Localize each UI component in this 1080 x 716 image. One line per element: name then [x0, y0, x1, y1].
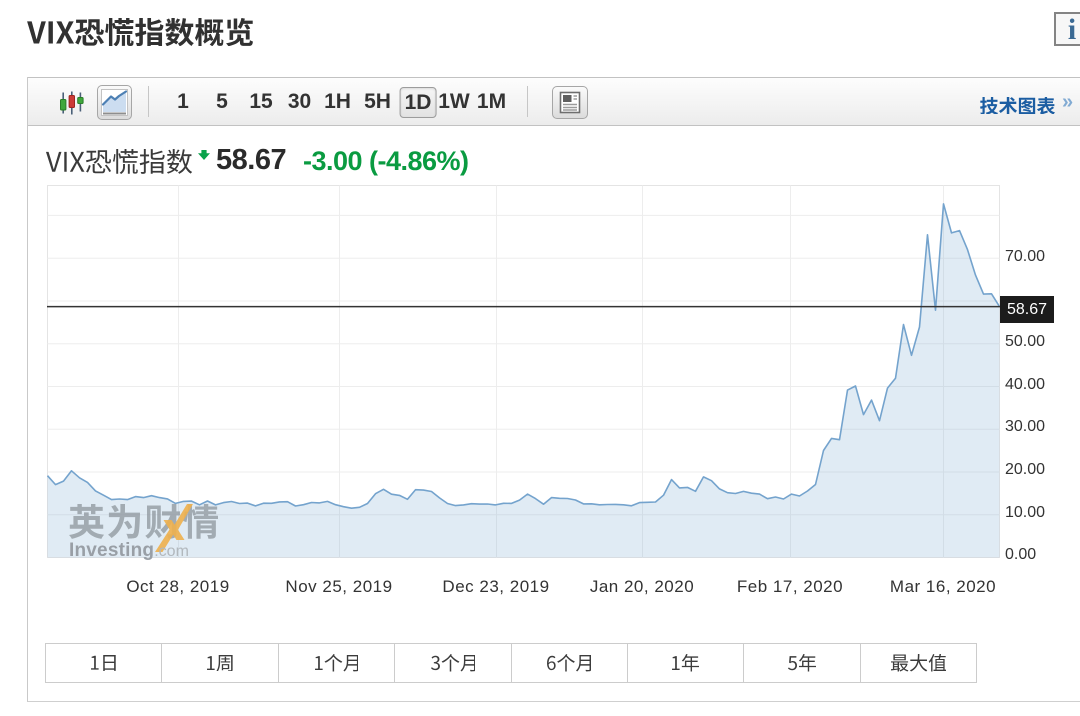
last-price: 58.67	[216, 144, 287, 176]
y-axis-label: 70.00	[1005, 248, 1046, 265]
range-button-label-glyph	[91, 655, 117, 671]
price-change: -3.00	[303, 146, 363, 176]
watermark: 英为财情 Investing.com	[69, 504, 329, 561]
watermark-orange-mark	[155, 504, 193, 552]
timeframe-button-30[interactable]: 30	[287, 90, 312, 113]
range-button-label-glyph	[890, 654, 946, 672]
toolbar-divider	[527, 86, 528, 117]
y-axis-label: 30.00	[1005, 418, 1046, 435]
timeframe-button-1h[interactable]: 1H	[324, 90, 351, 113]
range-button-6[interactable]: 5年	[743, 644, 860, 682]
watermark-cjk-glyphs	[69, 504, 219, 539]
range-button-3[interactable]: 3个月	[394, 644, 511, 682]
toolbar-divider	[148, 86, 149, 117]
timeframe-button-1w[interactable]: 1W	[438, 90, 470, 113]
y-axis-label: 0.00	[1005, 546, 1037, 563]
page-title-glyphs	[27, 18, 253, 47]
area-chart-type-button[interactable]	[97, 85, 132, 120]
range-button-5[interactable]: 1年	[626, 644, 744, 682]
range-button-2[interactable]: 1个月	[277, 644, 395, 682]
x-axis-label: Mar 16, 2020	[889, 576, 997, 596]
area-chart-icon	[101, 89, 128, 116]
timeframe-button-15[interactable]: 15	[249, 90, 273, 113]
x-axis-label: Feb 17, 2020	[736, 576, 844, 596]
price-change-percent: (-4.86%)	[369, 146, 469, 176]
timeframe-button-5[interactable]: 5	[216, 90, 228, 113]
timeframe-button-1d[interactable]: 1D	[399, 87, 437, 118]
range-button-label-glyph	[314, 654, 359, 672]
timeframe-button-1m[interactable]: 1M	[476, 90, 507, 113]
range-button-label-glyph	[547, 654, 592, 672]
news-panel-icon	[559, 91, 581, 114]
range-button-1[interactable]: 1周	[161, 644, 278, 682]
x-axis-label: Dec 23, 2019	[442, 576, 550, 596]
info-button[interactable]: i	[1054, 12, 1080, 46]
y-axis-label: 40.00	[1005, 376, 1046, 393]
range-selector: 1日 1周 1个月 3个月 6个月 1年 5年 最大值	[45, 643, 977, 683]
range-button-0[interactable]: 1日	[46, 644, 162, 682]
technical-chart-label-glyphs	[980, 96, 1055, 115]
range-button-7[interactable]: 最大值	[859, 644, 976, 682]
timeframe-button-5h[interactable]: 5H	[364, 90, 391, 113]
range-button-4[interactable]: 6个月	[510, 644, 627, 682]
chart-widget: 1 5 15 30 1H 5H 1D 1W 1M	[27, 77, 1080, 702]
timeframe-button-1[interactable]: 1	[177, 90, 189, 113]
range-button-label-glyph	[672, 654, 700, 672]
quote-name: VIX恐慌指数	[46, 149, 193, 175]
x-axis-label: Jan 20, 2020	[589, 576, 695, 596]
range-button-label-glyph	[430, 654, 476, 672]
x-axis-label: Oct 28, 2019	[126, 576, 230, 596]
news-panel-button[interactable]	[552, 86, 588, 119]
current-price-tag: 58.67	[1000, 296, 1054, 323]
chart-toolbar: 1 5 15 30 1H 5H 1D 1W 1M	[28, 77, 1080, 126]
y-axis-label: 20.00	[1005, 461, 1046, 478]
y-axis-label: 10.00	[1005, 504, 1046, 521]
range-button-label-glyph	[787, 654, 817, 672]
candlestick-chart-type-button[interactable]	[60, 91, 84, 115]
x-axis-label: Nov 25, 2019	[285, 576, 393, 596]
info-icon: i	[1067, 13, 1077, 46]
range-button-label-glyph	[207, 654, 233, 672]
quote-name-glyphs	[46, 149, 193, 175]
price-down-arrow-icon	[198, 150, 210, 160]
page-title: VIX恐慌指数概览	[27, 18, 253, 47]
chevron-right-icon: »	[1062, 91, 1074, 113]
y-axis-label: 50.00	[1005, 333, 1046, 350]
watermark-investing-label: Investing.com	[69, 540, 189, 561]
